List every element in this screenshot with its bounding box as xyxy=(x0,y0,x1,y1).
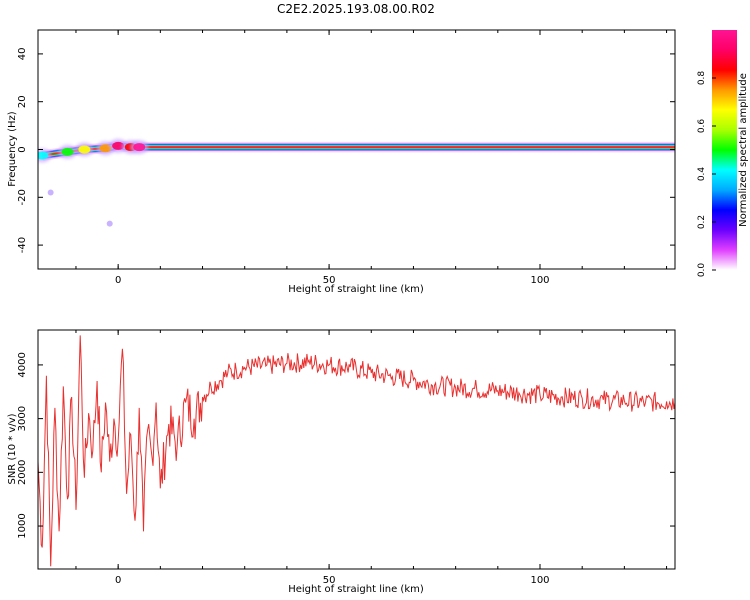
ridge-point xyxy=(99,144,112,153)
page-title: C2E2.2025.193.08.00.R02 xyxy=(277,2,435,16)
colorbar-label: Normalized spectral amplitude xyxy=(738,73,749,227)
snr-ytick-label: 2000 xyxy=(17,460,28,485)
snr-panel: 0 50 100 1000 2000 3000 4000 Height of straigh… xyxy=(7,329,676,595)
ridge-point xyxy=(112,141,125,150)
colorbar-tick-label: 0.2 xyxy=(697,215,707,229)
snr-xtick-label: 0 xyxy=(115,575,121,586)
spectrogram-panel: 0 50 100 -40 -20 0 20 40 Height of straight lin… xyxy=(7,29,676,295)
spectrogram-xtick-label: 100 xyxy=(530,275,549,286)
colorbar-tick-label: 0.4 xyxy=(697,167,707,182)
spectrogram-outlier xyxy=(47,189,54,196)
ridge-point xyxy=(78,145,91,154)
spectrogram-ytick-label: 0 xyxy=(17,146,28,152)
snr-xtick-label: 100 xyxy=(530,575,549,586)
colorbar-tick-label: 0.0 xyxy=(697,263,707,278)
colorbar: 0.0 0.2 0.4 0.6 0.8 Normalized spectral ampl… xyxy=(697,30,749,277)
colorbar-tick-label: 0.6 xyxy=(697,119,707,134)
spectrogram-ytick-label: -40 xyxy=(17,237,28,253)
snr-series-line xyxy=(38,335,675,567)
colorbar-gradient xyxy=(712,30,737,270)
ridge-point xyxy=(133,143,146,152)
spectrogram-ytick-label: -20 xyxy=(17,189,28,205)
spectrogram-outlier xyxy=(106,220,113,227)
spectrogram-xlabel: Height of straight line (km) xyxy=(288,284,424,295)
ridge-point xyxy=(38,151,49,160)
snr-ylabel: SNR (10 * v/v) xyxy=(7,413,18,484)
spectrogram-ytick-label: 40 xyxy=(17,48,28,61)
snr-ytick-label: 4000 xyxy=(17,352,28,377)
spectrogram-ytick-label: 20 xyxy=(17,95,28,108)
snr-ytick-label: 1000 xyxy=(17,513,28,538)
snr-xtick-label: 50 xyxy=(323,575,336,586)
snr-frame xyxy=(37,329,676,570)
ridge-point xyxy=(61,147,74,156)
spectrogram-xtick-label: 0 xyxy=(115,275,121,286)
snr-xlabel: Height of straight line (km) xyxy=(288,584,424,595)
spectrogram-ylabel: Frequency (Hz) xyxy=(7,111,18,187)
colorbar-tick-label: 0.8 xyxy=(697,71,707,86)
snr-ytick-label: 3000 xyxy=(17,406,28,431)
spectrogram-xtick-label: 50 xyxy=(323,275,336,286)
